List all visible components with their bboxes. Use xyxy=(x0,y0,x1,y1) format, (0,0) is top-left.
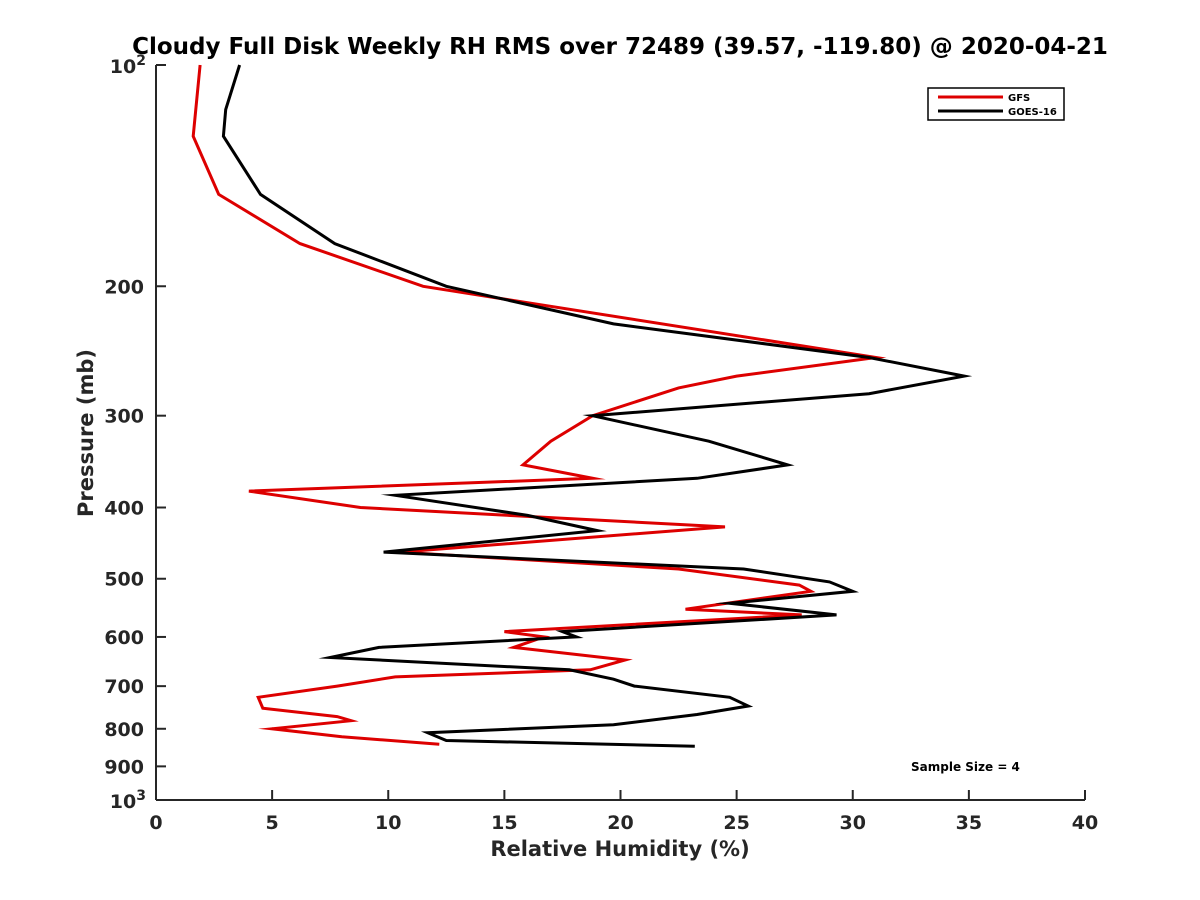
legend: GFS GOES-16 xyxy=(927,87,1065,121)
y-tick-label: 200 xyxy=(104,276,144,298)
x-tick-label: 5 xyxy=(266,812,279,834)
y-tick-label: 600 xyxy=(104,627,144,649)
x-tick-label: 15 xyxy=(491,812,517,834)
sample-size-annotation: Sample Size = 4 xyxy=(911,760,1020,774)
series-line-gfs xyxy=(191,64,887,746)
y-axis-ticks: 102 200 300 400 500 600 700 800 900 103 xyxy=(104,53,166,813)
plot-area: 0 5 10 15 20 25 30 35 40 102 200 300 400 500 600 700 80… xyxy=(104,53,1098,834)
x-tick-label: 20 xyxy=(607,812,633,834)
y-tick-label: 800 xyxy=(104,719,144,741)
x-axis-ticks: 0 5 10 15 20 25 30 35 40 xyxy=(149,790,1098,834)
y-tick-label: 400 xyxy=(104,498,144,520)
y-tick-label: 500 xyxy=(104,569,144,591)
x-tick-label: 35 xyxy=(956,812,982,834)
x-axis-label: Relative Humidity (%) xyxy=(490,837,749,861)
x-tick-label: 25 xyxy=(723,812,749,834)
x-tick-label: 10 xyxy=(375,812,401,834)
y-tick-label: 700 xyxy=(104,676,144,698)
legend-label-gfs: GFS xyxy=(1008,93,1030,104)
series-line-goes16 xyxy=(221,64,973,748)
y-axis-label: Pressure (mb) xyxy=(74,349,98,517)
x-tick-label: 30 xyxy=(840,812,866,834)
y-tick-label: 102 xyxy=(110,53,146,78)
chart-title: Cloudy Full Disk Weekly RH RMS over 7248… xyxy=(132,34,1108,60)
x-tick-label: 40 xyxy=(1072,812,1098,834)
y-tick-label: 103 xyxy=(110,788,146,813)
y-tick-label: 300 xyxy=(104,406,144,428)
x-tick-label: 0 xyxy=(149,812,162,834)
series-layer xyxy=(191,64,973,748)
legend-box xyxy=(927,87,1065,121)
legend-label-goes16: GOES-16 xyxy=(1008,107,1057,118)
y-tick-label: 900 xyxy=(104,756,144,778)
